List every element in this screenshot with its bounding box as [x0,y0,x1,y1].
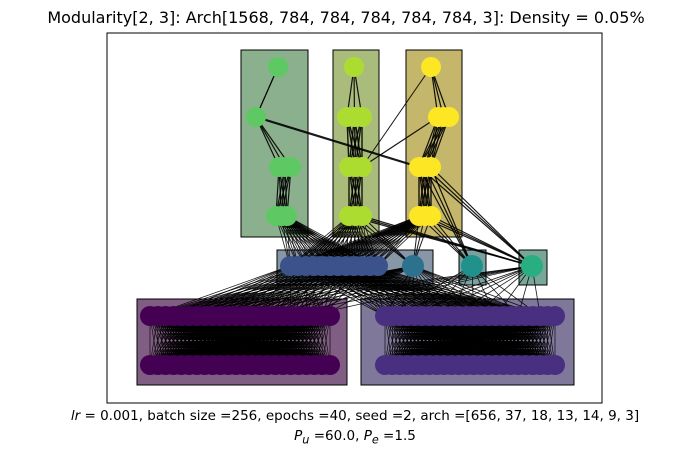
caption-line-2: Pu =60.0, Pe =1.5 [0,428,692,447]
module-node-lime [352,107,372,127]
nodes [140,57,565,375]
hidden-node-teal [461,255,483,277]
edge [430,215,533,267]
hidden-node-teal [402,255,424,277]
caption-params: = 0.001, batch size =256, epochs =40, se… [80,408,640,424]
module-node-yellow [421,206,441,226]
edge [361,66,432,168]
caption-line-1: lr = 0.001, batch size =256, epochs =40,… [0,408,692,424]
hidden-node-teal [521,255,543,277]
input-node-left [320,355,340,375]
edge [424,166,473,267]
pu-subscript: u [302,433,310,447]
module-node-yellow [439,107,459,127]
lr-symbol: lr [70,408,81,424]
pe-value: =1.5 [378,428,416,444]
figure-title: Modularity[2, 3]: Arch[1568, 784, 784, 7… [47,8,645,27]
hidden-node [368,256,388,276]
edge [418,166,473,267]
input-node-right [545,355,565,375]
module-node-lime [352,206,372,226]
module-node-green [281,157,301,177]
input-node-left [320,306,340,326]
plot-frame [106,32,603,404]
pu-symbol: P [294,428,303,444]
edge [361,116,439,168]
module-node-yellow [421,157,441,177]
module-node-green [268,57,288,77]
module-node-green [277,206,297,226]
pu-value: =60.0, [309,428,364,444]
module-node-yellow [421,57,441,77]
edge [430,166,533,267]
edge [377,215,420,267]
edge [424,166,533,267]
edge [306,265,533,317]
edge [430,166,473,267]
edge [255,115,420,169]
edge [321,265,414,317]
input-node-right [545,306,565,326]
edge [361,215,414,267]
module-node-lime [352,157,372,177]
pe-symbol: P [363,428,372,444]
edge [361,215,533,267]
pe-subscript: e [371,433,379,447]
module-node-lime [344,57,364,77]
module-node-green [246,107,266,127]
